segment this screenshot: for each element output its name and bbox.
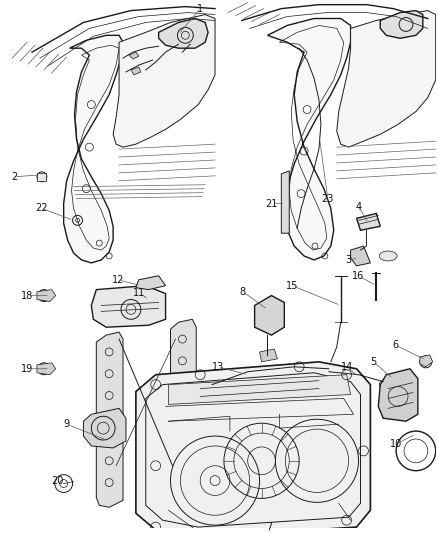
Polygon shape bbox=[131, 67, 141, 75]
Polygon shape bbox=[281, 171, 289, 233]
Polygon shape bbox=[337, 11, 436, 147]
Polygon shape bbox=[254, 296, 284, 335]
Text: 3: 3 bbox=[346, 255, 352, 265]
Ellipse shape bbox=[379, 251, 397, 261]
Polygon shape bbox=[420, 355, 433, 367]
Polygon shape bbox=[170, 319, 196, 478]
Polygon shape bbox=[268, 19, 350, 260]
Text: 8: 8 bbox=[240, 287, 246, 296]
Polygon shape bbox=[136, 276, 166, 289]
Text: 18: 18 bbox=[21, 290, 33, 301]
Polygon shape bbox=[37, 289, 56, 302]
Polygon shape bbox=[92, 286, 166, 327]
Text: 14: 14 bbox=[340, 362, 353, 372]
Text: 10: 10 bbox=[390, 439, 402, 449]
Polygon shape bbox=[260, 349, 277, 362]
Text: 16: 16 bbox=[353, 271, 365, 281]
Text: 9: 9 bbox=[64, 419, 70, 429]
Polygon shape bbox=[357, 213, 380, 230]
Text: 23: 23 bbox=[321, 193, 334, 204]
Polygon shape bbox=[136, 362, 371, 533]
Polygon shape bbox=[37, 363, 56, 375]
Text: 11: 11 bbox=[133, 288, 145, 297]
Polygon shape bbox=[64, 35, 123, 263]
Polygon shape bbox=[378, 369, 418, 421]
Text: 20: 20 bbox=[52, 475, 64, 486]
Text: 13: 13 bbox=[212, 362, 224, 372]
Polygon shape bbox=[380, 11, 423, 38]
Text: 19: 19 bbox=[21, 364, 33, 374]
Text: 12: 12 bbox=[112, 274, 124, 285]
Polygon shape bbox=[169, 375, 350, 405]
Polygon shape bbox=[37, 173, 46, 181]
Polygon shape bbox=[350, 246, 371, 266]
Text: 2: 2 bbox=[11, 172, 18, 182]
Text: 15: 15 bbox=[286, 281, 298, 290]
Polygon shape bbox=[113, 14, 215, 147]
Text: 22: 22 bbox=[35, 204, 48, 214]
Polygon shape bbox=[159, 19, 208, 48]
Text: 1: 1 bbox=[197, 4, 203, 14]
Text: 4: 4 bbox=[356, 201, 362, 212]
Polygon shape bbox=[96, 332, 123, 507]
Text: 7: 7 bbox=[266, 522, 272, 532]
Polygon shape bbox=[84, 408, 126, 448]
Text: 6: 6 bbox=[392, 340, 398, 350]
Polygon shape bbox=[129, 52, 139, 59]
Text: 5: 5 bbox=[370, 357, 377, 367]
Text: 21: 21 bbox=[265, 198, 278, 208]
